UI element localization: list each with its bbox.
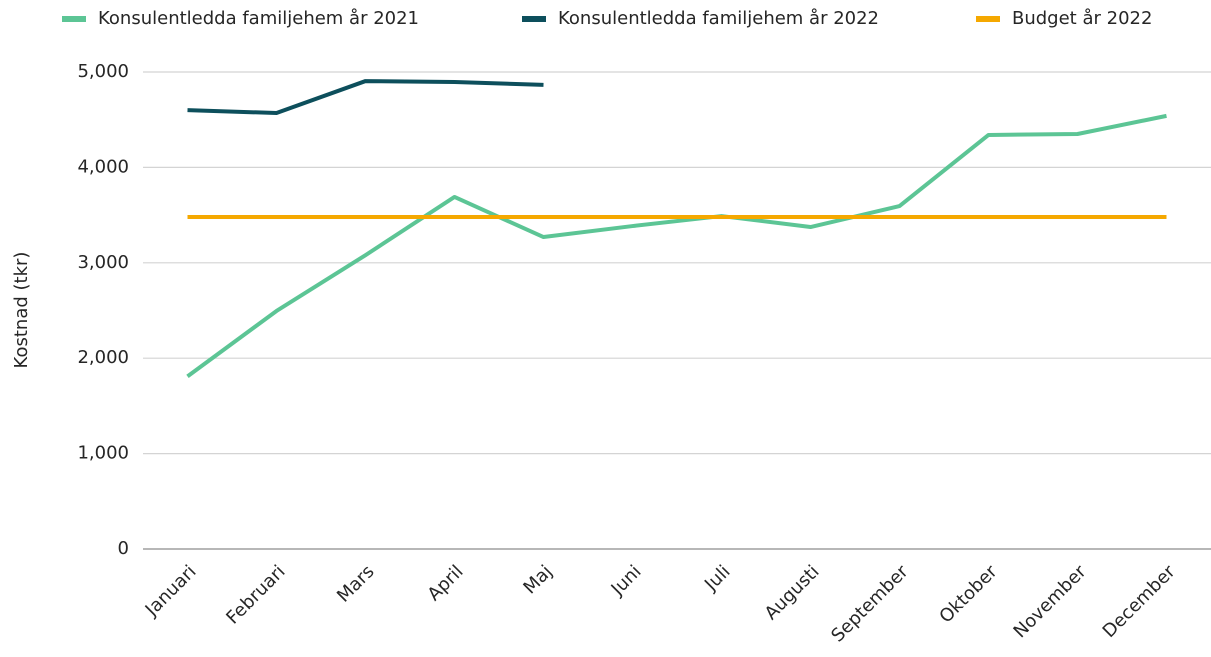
- legend-label: Konsulentledda familjehem år 2021: [98, 8, 419, 29]
- x-tick-label: Augusti: [761, 561, 824, 624]
- x-tick-label: Januari: [141, 561, 201, 621]
- y-tick-label: 3,000: [77, 252, 129, 273]
- y-axis-label: Kostnad (tkr): [11, 252, 32, 369]
- y-tick-label: 2,000: [77, 347, 129, 368]
- line-series: [186, 113, 1167, 378]
- x-tick-label: November: [1010, 561, 1091, 642]
- x-tick-label: Juni: [607, 561, 646, 600]
- y-tick-label: 4,000: [77, 156, 129, 177]
- y-tick-label: 0: [118, 538, 129, 559]
- y-tick-label: 5,000: [77, 61, 129, 82]
- x-tick-label: Mars: [333, 561, 378, 606]
- legend-label: Budget år 2022: [1012, 8, 1152, 29]
- x-tick-label: April: [424, 561, 468, 605]
- line-series: [187, 79, 544, 116]
- x-tick-label: Februari: [222, 561, 289, 628]
- y-tick-label: 1,000: [77, 443, 129, 464]
- x-tick-label: Oktober: [935, 561, 1002, 628]
- legend-label: Konsulentledda familjehem år 2022: [558, 8, 879, 29]
- x-tick-label: September: [827, 561, 913, 647]
- x-tick-label: December: [1099, 561, 1180, 642]
- x-tick-label: Juli: [700, 561, 734, 595]
- x-tick-label: Maj: [519, 561, 556, 598]
